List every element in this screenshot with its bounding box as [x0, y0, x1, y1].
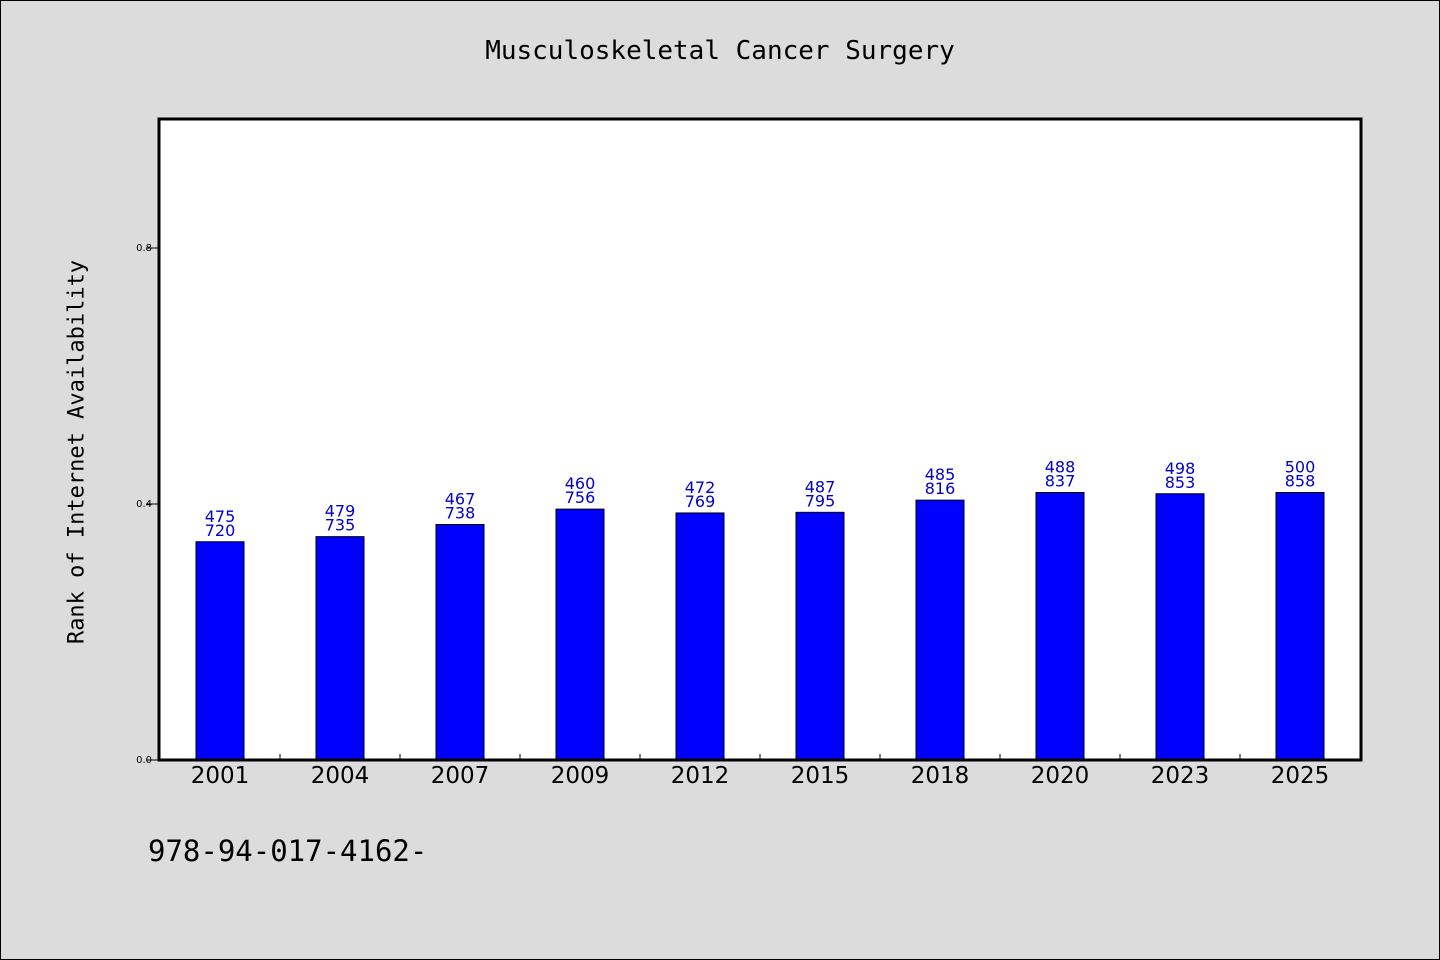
bar-label-top: 487	[805, 477, 836, 496]
bar-label-bottom: 858	[1285, 471, 1316, 490]
x-tick-label: 2025	[1271, 763, 1330, 789]
bar-label-bottom: 795	[805, 491, 836, 510]
bar-label-bottom: 769	[685, 492, 716, 511]
bar	[1275, 491, 1325, 761]
y-tick-label: 0.0	[136, 755, 152, 766]
bar-label-top: 460	[565, 474, 596, 493]
bar-label-top: 485	[925, 465, 956, 484]
bar-label-top: 498	[1165, 459, 1196, 478]
bar-label-top: 488	[1045, 457, 1076, 476]
bar-label-bottom: 720	[205, 521, 236, 540]
y-tick-label: 0.8	[136, 243, 152, 254]
x-tick-label: 2012	[671, 763, 730, 789]
bar-label-bottom: 756	[565, 488, 596, 507]
bar-label-bottom: 738	[445, 503, 476, 522]
plot-area-border	[157, 117, 1363, 762]
x-tick-label: 2001	[191, 763, 250, 789]
bar-label-top: 479	[325, 502, 356, 521]
bar	[1035, 491, 1085, 761]
x-tick-label: 2018	[911, 763, 970, 789]
x-tick-label: 2009	[551, 763, 610, 789]
bar	[915, 499, 965, 761]
bar-label-top: 467	[445, 489, 476, 508]
bar-label-top: 475	[205, 507, 236, 526]
bar-label-bottom: 853	[1165, 473, 1196, 492]
bar	[555, 508, 605, 761]
x-tick-label: 2023	[1151, 763, 1210, 789]
x-tick-label: 2007	[431, 763, 490, 789]
bar-label-bottom: 735	[325, 516, 356, 535]
x-tick-label: 2015	[791, 763, 850, 789]
bar	[195, 541, 245, 761]
bar-label-top: 472	[685, 478, 716, 497]
footer-isbn-text: 978-94-017-4162-	[148, 834, 428, 868]
chart-title: Musculoskeletal Cancer Surgery	[485, 36, 955, 66]
x-tick-label: 2004	[311, 763, 370, 789]
bar	[675, 512, 725, 761]
bar	[435, 523, 485, 761]
bar	[315, 536, 365, 761]
x-tick-label: 2020	[1031, 763, 1090, 789]
bar-label-bottom: 837	[1045, 471, 1076, 490]
bar	[1155, 493, 1205, 761]
bar-label-bottom: 816	[925, 479, 956, 498]
bar-label-top: 500	[1285, 457, 1316, 476]
bar	[795, 511, 845, 761]
y-tick-label: 0.4	[136, 499, 152, 510]
